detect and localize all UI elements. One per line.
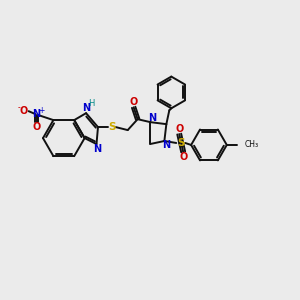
Text: N: N	[148, 113, 157, 123]
Text: O: O	[179, 152, 187, 162]
Text: O: O	[175, 124, 183, 134]
Text: N: N	[82, 103, 91, 113]
Text: -: -	[17, 103, 20, 112]
Text: S: S	[178, 138, 185, 148]
Text: O: O	[20, 106, 28, 116]
Text: N: N	[162, 140, 170, 150]
Text: N: N	[93, 144, 101, 154]
Text: O: O	[32, 122, 41, 132]
Text: O: O	[130, 98, 138, 107]
Text: S: S	[108, 122, 116, 132]
Text: N: N	[32, 109, 40, 119]
Text: H: H	[88, 99, 95, 108]
Text: +: +	[38, 106, 44, 115]
Text: CH₃: CH₃	[244, 140, 259, 149]
